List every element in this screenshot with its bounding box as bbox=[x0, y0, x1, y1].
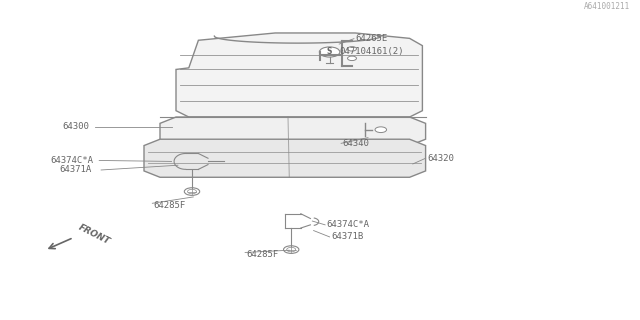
Text: 64371A: 64371A bbox=[60, 165, 92, 174]
Text: 64285F: 64285F bbox=[154, 201, 186, 210]
Text: 64285F: 64285F bbox=[246, 250, 278, 259]
Text: 64340: 64340 bbox=[342, 139, 369, 148]
Text: A641001211: A641001211 bbox=[584, 2, 630, 11]
Text: 64374C*A: 64374C*A bbox=[326, 220, 369, 229]
Text: 64265E: 64265E bbox=[355, 34, 387, 43]
Text: 64371B: 64371B bbox=[331, 232, 363, 241]
Polygon shape bbox=[176, 33, 422, 117]
Text: 64374C*A: 64374C*A bbox=[50, 156, 93, 165]
Circle shape bbox=[375, 127, 387, 132]
Circle shape bbox=[284, 246, 299, 253]
Text: S: S bbox=[327, 47, 332, 57]
Circle shape bbox=[319, 47, 340, 57]
Text: 64300: 64300 bbox=[63, 122, 90, 131]
Text: FRONT: FRONT bbox=[77, 223, 111, 246]
Text: 047104161(2): 047104161(2) bbox=[339, 47, 404, 57]
Circle shape bbox=[348, 47, 356, 51]
Circle shape bbox=[188, 189, 196, 194]
Text: 64320: 64320 bbox=[428, 154, 454, 163]
Circle shape bbox=[287, 247, 296, 252]
Polygon shape bbox=[144, 139, 426, 177]
Polygon shape bbox=[160, 117, 426, 146]
Circle shape bbox=[184, 188, 200, 195]
Circle shape bbox=[348, 56, 356, 60]
